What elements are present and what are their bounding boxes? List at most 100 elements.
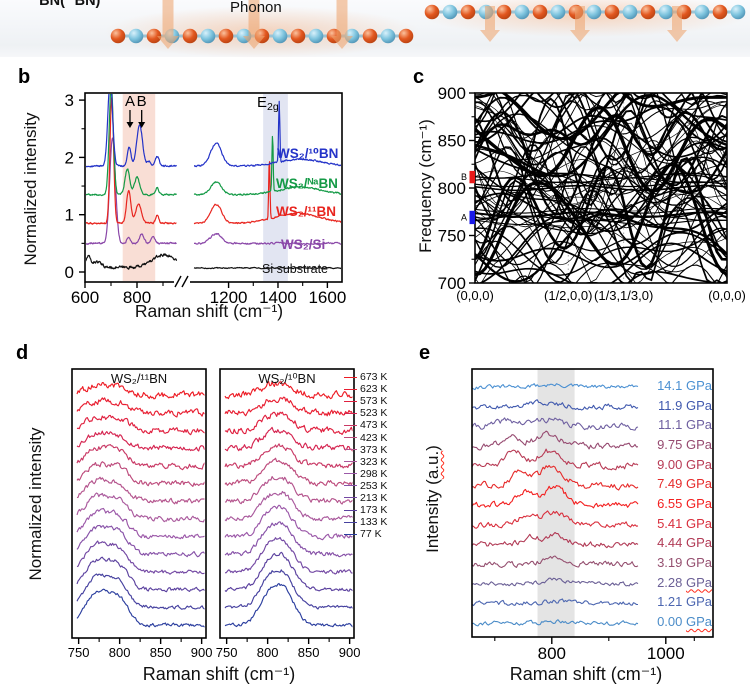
legend-label: 213 K (360, 491, 388, 504)
boron-atom (586, 4, 602, 20)
legend-label: 473 K (360, 419, 388, 432)
nitrogen-atom (604, 4, 620, 20)
panel-d-xlabel: Raman shift (cm⁻¹) (142, 664, 296, 684)
legend-label: 173 K (360, 504, 388, 517)
legend-item: 173 K (344, 504, 387, 516)
schematic-strip: ¹⁰BN(¹¹BN) Phonon (0, 0, 750, 58)
legend-swatch (344, 485, 357, 487)
legend-label: 373 K (360, 443, 388, 456)
svg-text:900: 900 (438, 84, 466, 103)
legend-swatch (344, 424, 357, 426)
nitrogen-atom (362, 28, 378, 44)
svg-text:850: 850 (298, 645, 320, 660)
legend-swatch (344, 400, 357, 402)
legend-item: 77 K (344, 528, 387, 540)
legend-label: 573 K (360, 395, 388, 408)
svg-text:800: 800 (123, 288, 151, 307)
legend-swatch (344, 437, 357, 439)
boron-atom (128, 28, 144, 44)
nitrogen-atom (146, 28, 162, 44)
temperature-legend: 673 K 623 K 573 K 523 K 473 K 423 K 373 K 323 K… (344, 371, 387, 540)
phonon-arrow-icon (480, 6, 500, 42)
boron-atom (200, 28, 216, 44)
legend-label: 423 K (360, 431, 388, 444)
svg-text:750: 750 (438, 227, 466, 246)
pressure-label: 0.00 GPa (657, 614, 712, 630)
boron-atom (514, 4, 530, 20)
panel-d-ylabel: Normalized intensity (26, 427, 45, 581)
legend-item: 213 K (344, 492, 387, 504)
legend-item: 373 K (344, 444, 387, 456)
nitrogen-atom (218, 28, 234, 44)
legend-item: 573 K (344, 395, 387, 407)
mode-marker (469, 170, 475, 184)
nitrogen-atom (712, 4, 728, 20)
svg-text:750: 750 (216, 645, 238, 660)
svg-text:800: 800 (438, 179, 466, 198)
pressure-label: 5.41 GPa (657, 515, 712, 531)
pressure-label: 14.1 GPa (657, 378, 712, 393)
legend-swatch (344, 497, 357, 499)
svg-text:1000: 1000 (647, 644, 685, 663)
highlight-band (263, 94, 288, 281)
boron-atom (730, 4, 746, 20)
atom-chain-graphic (104, 0, 750, 58)
svg-text:1: 1 (65, 206, 74, 225)
legend-label: 623 K (360, 383, 388, 396)
nitrogen-atom (460, 4, 476, 20)
series-label: WS₂/¹¹BN (276, 204, 336, 219)
pressure-label: 11.1 GPa (658, 417, 712, 433)
phonon-arrow-icon (667, 6, 687, 42)
legend-swatch (344, 412, 357, 414)
legend-label: 323 K (360, 455, 388, 468)
e2g-annotation: E2g (257, 94, 279, 113)
panel-e-xlabel: Raman shift (cm⁻¹) (509, 664, 663, 684)
kpoint-label: (1/3,1/3,0) (594, 288, 653, 303)
legend-label: 253 K (360, 479, 388, 492)
kpoint-label: (1/2,0,0) (544, 288, 592, 303)
highlight-band (537, 369, 575, 637)
boron-atom (550, 4, 566, 20)
panel-c-ylabel: Frequency (cm⁻¹) (416, 119, 435, 253)
legend-label: 523 K (360, 407, 388, 420)
svg-text:800: 800 (257, 645, 279, 660)
legend-swatch (344, 388, 357, 390)
panel-b-letter: b (18, 66, 31, 88)
legend-item: 253 K (344, 480, 387, 492)
svg-text:800: 800 (109, 645, 131, 660)
boron-atom (308, 28, 324, 44)
legend-swatch (344, 533, 357, 535)
legend-item: 133 K (344, 516, 387, 528)
legend-swatch (344, 461, 357, 463)
boron-atom (694, 4, 710, 20)
svg-text:A: A (461, 212, 467, 222)
svg-text:900: 900 (191, 645, 213, 660)
svg-text:1600: 1600 (308, 288, 346, 307)
mode-annotation: A (125, 93, 135, 110)
boron-atom (622, 4, 638, 20)
pressure-label: 2.28 GPa (657, 574, 712, 590)
pressure-label: 9.00 GPa (657, 456, 712, 472)
pressure-label: 11.9 GPa (658, 397, 712, 413)
phonon-label: Phonon (230, 0, 282, 16)
panel-b-raman-plot: 600 800 1200 1400 1600 0 1 2 3 A B E2g (65, 91, 347, 307)
pressure-label: 3.19 GPa (657, 555, 712, 571)
series-label: Si substrate (262, 262, 329, 276)
nitrogen-atom (110, 28, 126, 44)
mode-annotation: B (137, 93, 147, 110)
panel-e-letter: e (419, 342, 431, 364)
svg-text:900: 900 (339, 645, 361, 660)
svg-text:2: 2 (65, 148, 74, 167)
boron-atom (380, 28, 396, 44)
legend-swatch (344, 449, 357, 451)
boron-atom (272, 28, 288, 44)
legend-item: 298 K (344, 468, 387, 480)
svg-text:850: 850 (438, 132, 466, 151)
svg-text:700: 700 (438, 274, 466, 293)
svg-text:750: 750 (68, 645, 90, 660)
boron-atom (442, 4, 458, 20)
boron-atom (658, 4, 674, 20)
panel-e-pressure-raman-plot: 800 1000 (471, 368, 714, 663)
legend-item: 523 K (344, 407, 387, 419)
legend-item: 323 K (344, 456, 387, 468)
